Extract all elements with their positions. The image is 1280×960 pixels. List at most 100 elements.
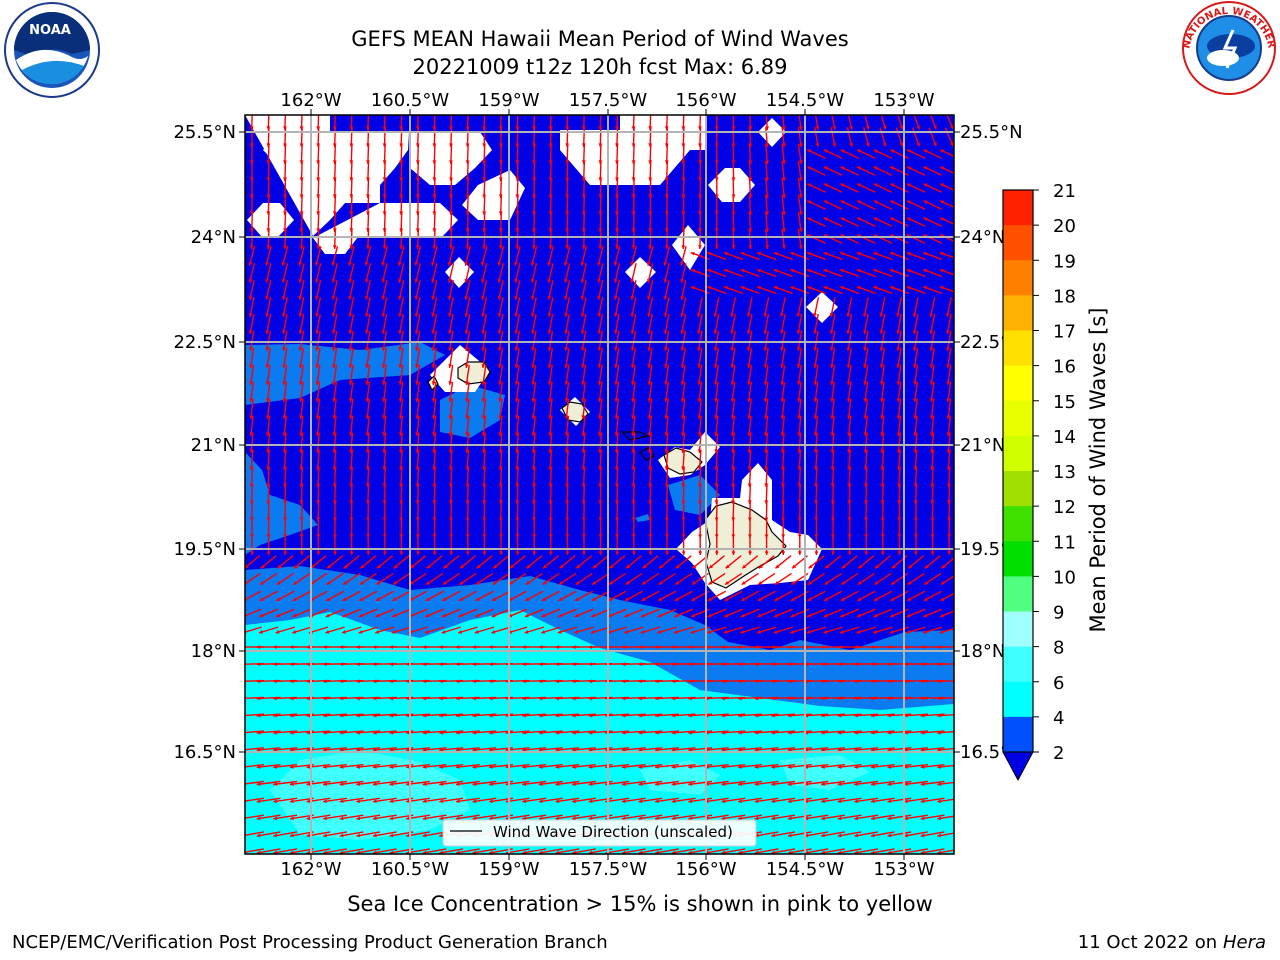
wave-arrow [273,780,298,786]
wave-arrow [937,680,954,683]
wave-arrowhead [597,278,601,283]
wave-arrowhead [821,765,825,769]
wave-arrowhead [647,364,652,368]
wave-arrowhead [837,747,842,752]
wave-arrowhead [332,398,337,402]
wave-arrowhead [381,364,386,368]
wave-arrowhead [464,278,469,283]
wave-arrowhead [327,564,332,569]
lon-label-top: 157.5°W [569,90,648,111]
wave-arrowhead [492,597,497,601]
wave-arrowhead [366,245,370,249]
wave-arrowhead [857,200,862,204]
wave-arrowhead [807,166,812,170]
wave-arrowhead [790,268,795,273]
lanai-island [639,447,655,461]
wave-arrowhead [920,696,925,701]
colorbar-tick-label: 16 [1053,357,1076,378]
colorbar-tick-label: 4 [1053,708,1064,729]
wave-arrowhead [741,597,746,601]
wave-arrowhead [555,816,560,821]
colorbar-tick-label: 6 [1053,673,1064,694]
wave-arrow [339,780,364,786]
wave-arrowhead [887,662,891,667]
wave-arrowhead [481,330,486,334]
wave-arrowhead [256,747,261,752]
wave-arrowhead [348,295,353,300]
lon-label-bottom: 162°W [280,859,341,880]
wave-arrowhead [807,200,812,204]
wave-arrowhead [530,278,535,283]
wave-arrowhead [912,330,917,334]
wave-arrowhead [564,381,569,385]
wave-arrow [887,797,912,803]
wave-arrowhead [422,645,427,649]
wave-arrowhead [597,347,602,351]
wave-arrow [638,780,663,786]
wave-arrowhead [459,581,464,585]
wave-arrowhead [771,833,776,838]
wave-arrowhead [796,381,801,385]
wave-arrowhead [797,415,801,419]
wave-arrowhead [289,782,294,786]
wave-arrowhead [360,564,365,569]
wave-arrowhead [524,630,529,634]
wave-arrowhead [787,730,792,735]
wave-arrowhead [808,581,813,585]
wave-arrow [854,831,879,837]
wave-arrowhead [787,816,792,821]
colorbar-tick-label: 13 [1053,462,1076,483]
wave-arrowhead [671,645,676,649]
wave-arrow [522,814,547,820]
wave-arrowhead [659,564,664,569]
wave-arrowhead [515,245,520,249]
wave-arrowhead [265,381,270,385]
wave-arrowhead [422,662,427,667]
wave-arrowhead [897,551,902,555]
wave-arrowhead [890,166,895,170]
wave-arrowhead [273,662,277,667]
wave-arrow [356,814,381,820]
wave-arrowhead [576,564,581,569]
wave-arrowhead [747,398,752,402]
wave-arrowhead [608,581,613,585]
wave-arrowhead [381,295,386,300]
wave-arrow [655,848,679,854]
wave-arrowhead [514,261,518,266]
wave-arrowhead [581,364,585,368]
wave-arrowhead [787,713,792,718]
wave-arrowhead [480,261,485,266]
wave-arrowhead [647,295,651,300]
wave-arrowhead [581,398,586,402]
wave-arrowhead [830,381,834,385]
wave-arrowhead [372,679,377,684]
wave-arrowhead [674,630,678,634]
wave-arrowhead [260,564,265,569]
wave-arrowhead [588,730,593,735]
wave-arrowhead [306,730,311,735]
wave-arrowhead [259,630,263,634]
wave-arrow [555,848,580,854]
wave-arrowhead [688,730,692,735]
wave-arrow [738,780,762,786]
colorbar-tick-label: 11 [1053,532,1076,553]
wave-arrowhead [787,799,792,804]
wave-arrowhead [464,295,469,300]
wave-arrowhead [655,679,659,684]
wave-arrow [422,797,447,803]
wave-arrowhead [289,850,294,854]
wave-arrowhead [256,850,261,854]
wave-arrowhead [691,597,696,601]
wave-arrowhead [292,597,297,601]
wave-arrow [937,764,954,769]
wave-arrowhead [647,415,652,419]
wave-arrowhead [837,833,842,838]
wave-arrowhead [266,551,271,555]
wave-arrowhead [282,347,286,351]
wave-arrowhead [342,630,346,634]
lat-label-left: 16.5°N [173,742,236,763]
wave-arrowhead [422,696,427,701]
wave-arrow [771,814,796,820]
wave-arrowhead [763,381,768,385]
wave-arrowhead [547,364,552,368]
